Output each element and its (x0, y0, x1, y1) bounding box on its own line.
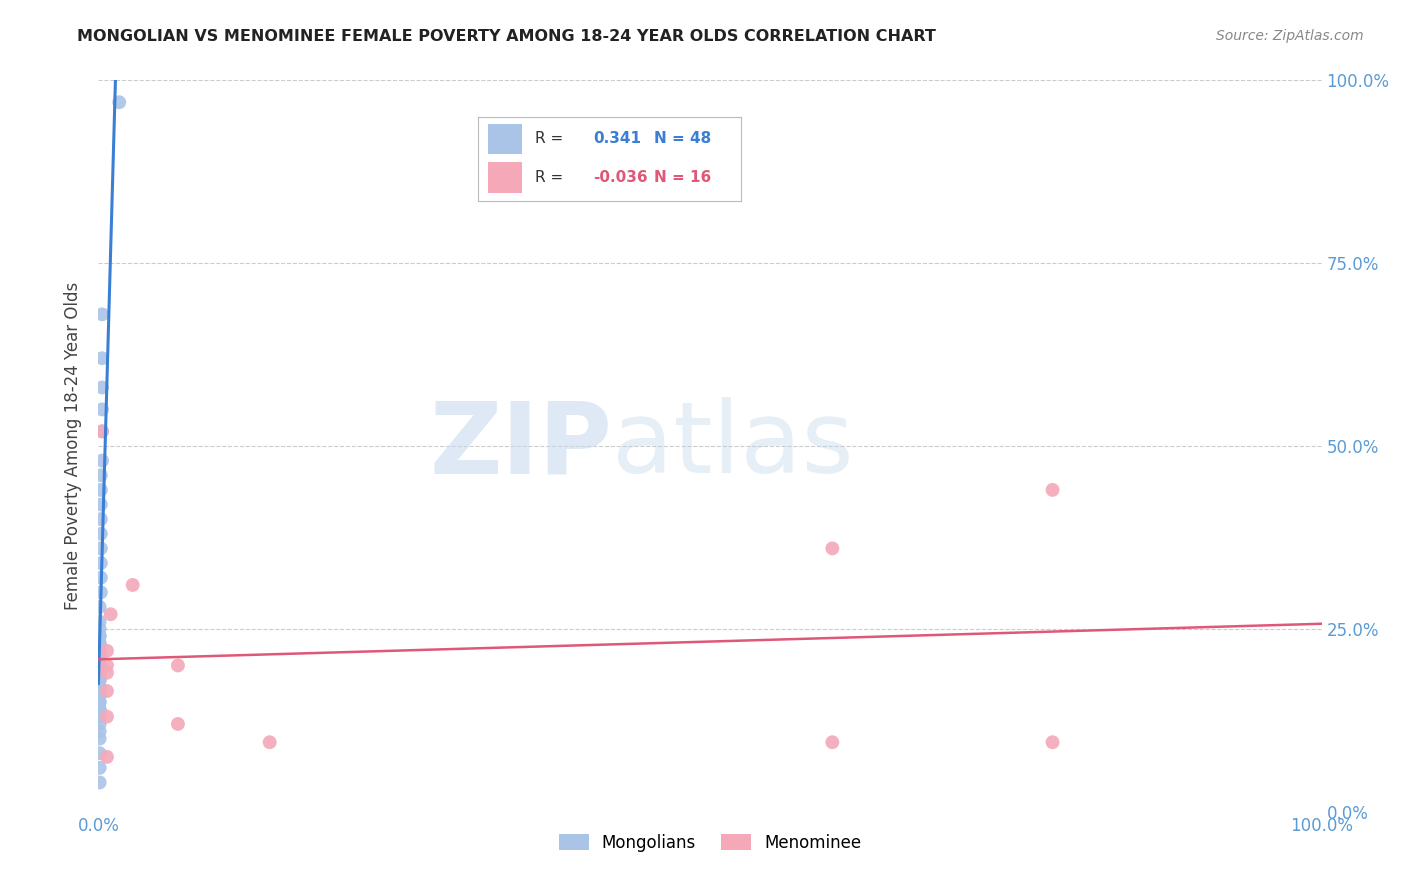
Point (167, 658, 190, 673)
Point (89, 629, 111, 643)
Point (259, 735, 281, 749)
Point (89, 658, 111, 673)
Point (89, 688, 111, 702)
Point (1042, 483, 1064, 497)
Point (89, 673, 111, 687)
Point (89, 761, 111, 775)
Point (89, 644, 111, 658)
Point (89, 651, 111, 665)
Point (89, 695, 111, 709)
Text: ZIP: ZIP (429, 398, 612, 494)
Point (1042, 735, 1064, 749)
Text: MONGOLIAN VS MENOMINEE FEMALE POVERTY AMONG 18-24 YEAR OLDS CORRELATION CHART: MONGOLIAN VS MENOMINEE FEMALE POVERTY AM… (77, 29, 936, 45)
Point (821, 735, 844, 749)
Point (89, 636, 111, 650)
Point (91, 425, 114, 439)
Legend: Mongolians, Menominee: Mongolians, Menominee (551, 827, 869, 858)
Point (821, 541, 844, 556)
Point (89, 673, 111, 687)
Point (89, 702, 111, 716)
Point (89, 695, 111, 709)
Point (91, 351, 114, 366)
Point (89, 775, 111, 789)
Point (89, 709, 111, 723)
Point (90, 483, 112, 497)
Point (96, 709, 118, 723)
Point (89, 615, 111, 629)
Point (90, 571, 112, 585)
Point (90, 526, 112, 541)
Point (89, 731, 111, 746)
Point (96, 684, 118, 698)
Point (91, 380, 114, 394)
Point (90, 468, 112, 483)
Point (89, 681, 111, 695)
Point (90, 541, 112, 556)
Point (91, 402, 114, 417)
Point (96, 665, 118, 680)
Point (91, 453, 114, 467)
Point (100, 607, 122, 622)
Text: atlas: atlas (612, 398, 853, 494)
Point (89, 622, 111, 636)
Point (89, 717, 111, 731)
Point (89, 636, 111, 650)
Point (89, 681, 111, 695)
Point (90, 498, 112, 512)
Point (89, 665, 111, 680)
Point (89, 688, 111, 702)
Point (96, 749, 118, 764)
Point (89, 724, 111, 739)
Point (167, 717, 190, 731)
Point (90, 585, 112, 599)
Point (89, 746, 111, 760)
Point (108, 95, 131, 110)
Point (121, 578, 143, 592)
Point (89, 665, 111, 680)
Y-axis label: Female Poverty Among 18-24 Year Olds: Female Poverty Among 18-24 Year Olds (65, 282, 83, 610)
Point (89, 629, 111, 643)
Point (91, 425, 114, 439)
Point (90, 556, 112, 570)
Point (89, 651, 111, 665)
Point (90, 512, 112, 526)
Point (91, 307, 114, 321)
Point (89, 644, 111, 658)
Point (96, 644, 118, 658)
Text: Source: ZipAtlas.com: Source: ZipAtlas.com (1216, 29, 1364, 44)
Point (96, 658, 118, 673)
Point (89, 658, 111, 673)
Point (89, 702, 111, 716)
Point (89, 599, 111, 614)
